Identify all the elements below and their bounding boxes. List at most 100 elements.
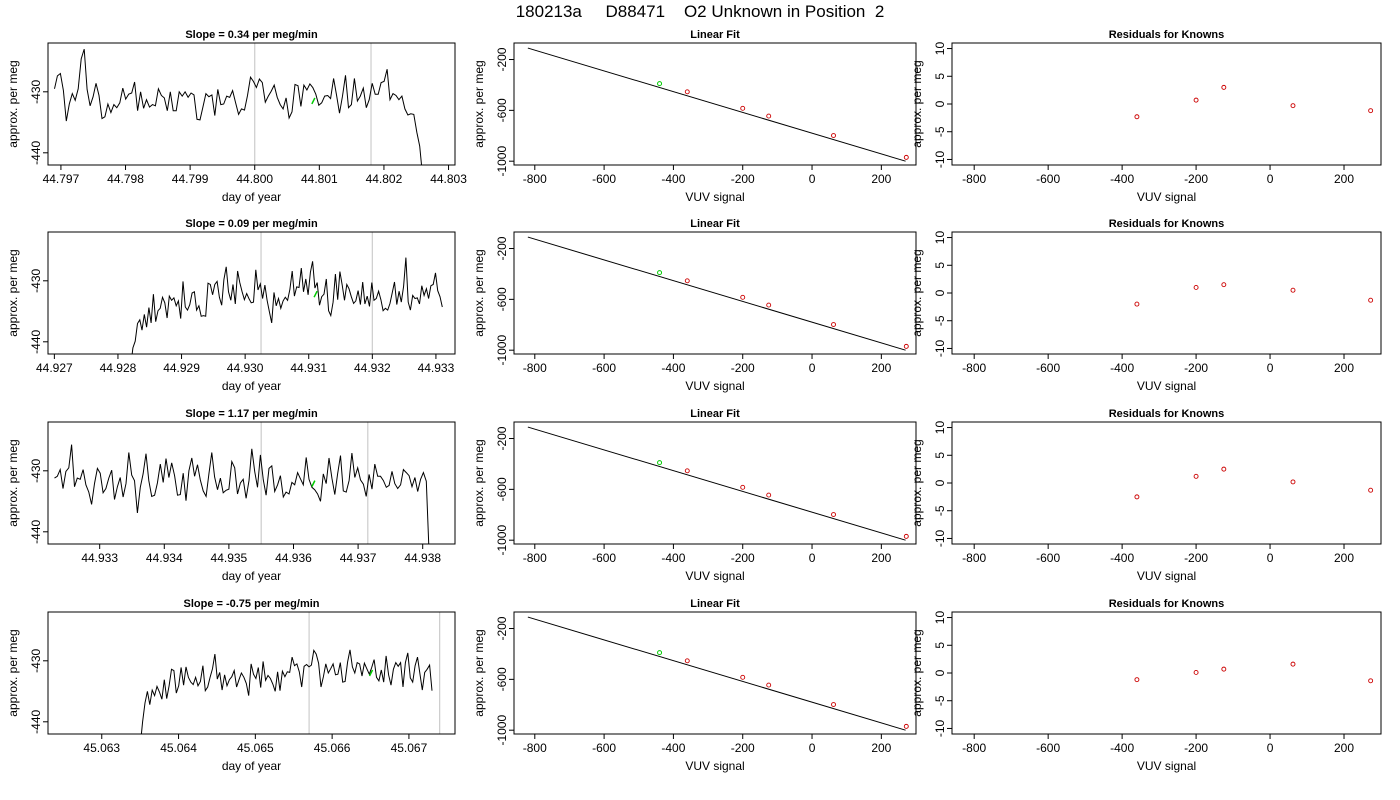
x-tick-label: 44.937 bbox=[340, 551, 377, 565]
panel-title: Residuals for Knowns bbox=[1109, 29, 1225, 41]
residual-point bbox=[1221, 466, 1227, 472]
fit-line bbox=[527, 616, 906, 731]
fit-line bbox=[527, 47, 906, 162]
x-tick-label: 44.932 bbox=[354, 361, 391, 375]
x-axis-label: VUV signal bbox=[685, 190, 744, 204]
known-point bbox=[831, 512, 836, 517]
y-tick-label: -600 bbox=[495, 98, 509, 122]
unknown-point bbox=[657, 650, 663, 656]
panel-fit-row-3: Linear Fit -800 -600 -400 -200 0 200 -200 -600 -1… bbox=[472, 408, 917, 583]
y-tick-label: -200 bbox=[495, 236, 509, 260]
x-tick-label: 45.064 bbox=[160, 741, 197, 755]
y-tick-label: -1000 bbox=[495, 335, 509, 366]
unknown-point bbox=[657, 460, 663, 466]
panel-data bbox=[1134, 466, 1374, 500]
x-tick-label: 44.801 bbox=[301, 172, 338, 186]
x-tick-label: -600 bbox=[1036, 172, 1060, 186]
residual-point bbox=[1290, 287, 1296, 293]
y-tick-label: -10 bbox=[933, 719, 947, 737]
x-tick-label: -600 bbox=[1036, 741, 1060, 755]
x-tick-label: -800 bbox=[962, 741, 986, 755]
residual-point bbox=[1134, 301, 1140, 307]
panel-time-row-3: Slope = 1.17 per meg/min 44.933 44.934 44.9… bbox=[6, 408, 456, 583]
x-tick-label: 0 bbox=[1267, 172, 1274, 186]
y-axis-label: approx. per meg bbox=[6, 629, 20, 716]
known-point bbox=[684, 278, 690, 284]
x-tick-label: -600 bbox=[592, 172, 616, 186]
plot-frame bbox=[513, 421, 917, 545]
x-tick-label: 200 bbox=[1334, 741, 1354, 755]
residual-point bbox=[1290, 479, 1296, 485]
x-tick-label: -800 bbox=[523, 361, 547, 375]
x-axis-label: VUV signal bbox=[1137, 569, 1196, 583]
residual-point bbox=[1368, 297, 1374, 303]
y-tick-label: -440 bbox=[29, 709, 43, 733]
known-point bbox=[740, 294, 746, 300]
known-point bbox=[684, 89, 690, 95]
y-tick-label: -200 bbox=[495, 426, 509, 450]
residual-point bbox=[1368, 487, 1374, 493]
x-axis-label: VUV signal bbox=[1137, 759, 1196, 773]
x-tick-label: 44.797 bbox=[43, 172, 80, 186]
y-tick-label: -430 bbox=[29, 79, 43, 103]
residual-point bbox=[1290, 103, 1296, 109]
data-trace bbox=[140, 649, 433, 734]
y-tick-label: 5 bbox=[933, 452, 947, 459]
x-tick-label: 44.930 bbox=[227, 361, 264, 375]
panel-fit-row-2: Linear Fit -800 -600 -400 -200 0 200 -200 -600 -1… bbox=[472, 218, 917, 393]
y-tick-label: 10 bbox=[933, 421, 947, 435]
unknown-marker bbox=[313, 290, 318, 298]
y-tick-label: -10 bbox=[933, 150, 947, 168]
residual-point bbox=[1221, 282, 1227, 288]
x-tick-label: 200 bbox=[871, 361, 891, 375]
unknown-marker bbox=[311, 480, 316, 487]
panel-title: Residuals for Knowns bbox=[1109, 598, 1225, 610]
panel-data bbox=[54, 422, 430, 544]
x-tick-label: -800 bbox=[523, 172, 547, 186]
fit-line bbox=[527, 236, 906, 351]
plot-frame bbox=[47, 611, 456, 735]
y-axis-label: approx. per meg bbox=[6, 439, 20, 526]
x-tick-label: 44.929 bbox=[163, 361, 200, 375]
x-tick-label: 44.802 bbox=[366, 172, 403, 186]
plot-frame bbox=[47, 42, 456, 166]
x-tick-label: 200 bbox=[871, 551, 891, 565]
y-tick-label: 10 bbox=[933, 611, 947, 625]
data-trace bbox=[131, 257, 443, 354]
y-axis-label: approx. per meg bbox=[472, 439, 486, 526]
figure-title: 180213a D88471 O2 Unknown in Position 2 bbox=[515, 2, 885, 21]
x-tick-label: 44.934 bbox=[146, 551, 183, 565]
data-trace bbox=[54, 444, 430, 544]
panel-data bbox=[527, 426, 909, 541]
x-axis-label: VUV signal bbox=[1137, 190, 1196, 204]
known-point bbox=[684, 468, 690, 474]
known-point bbox=[766, 492, 772, 498]
x-tick-label: -800 bbox=[962, 551, 986, 565]
y-tick-label: -5 bbox=[933, 315, 947, 326]
x-tick-label: 0 bbox=[809, 172, 816, 186]
known-point bbox=[831, 322, 836, 327]
known-point bbox=[831, 702, 836, 707]
x-tick-label: -600 bbox=[592, 361, 616, 375]
x-tick-label: 45.066 bbox=[314, 741, 351, 755]
y-axis-label: approx. per meg bbox=[910, 60, 924, 147]
x-axis-label: VUV signal bbox=[685, 569, 744, 583]
x-tick-label: -200 bbox=[731, 741, 755, 755]
y-tick-label: 0 bbox=[933, 289, 947, 296]
x-tick-label: -200 bbox=[731, 551, 755, 565]
residual-point bbox=[1368, 678, 1374, 684]
residual-point bbox=[1221, 84, 1227, 90]
known-point bbox=[903, 154, 909, 160]
panel-time-row-1: Slope = 0.34 per meg/min 44.797 44.798 44.7… bbox=[6, 29, 467, 204]
x-tick-label: -400 bbox=[661, 172, 685, 186]
panel-title: Linear Fit bbox=[690, 408, 740, 420]
x-tick-label: -200 bbox=[1184, 172, 1208, 186]
plot-frame bbox=[513, 231, 917, 355]
panel-data bbox=[131, 232, 443, 354]
x-tick-label: 0 bbox=[1267, 551, 1274, 565]
known-point bbox=[740, 105, 746, 111]
y-tick-label: -5 bbox=[933, 505, 947, 516]
x-axis-label: VUV signal bbox=[1137, 379, 1196, 393]
y-tick-label: -600 bbox=[495, 477, 509, 501]
